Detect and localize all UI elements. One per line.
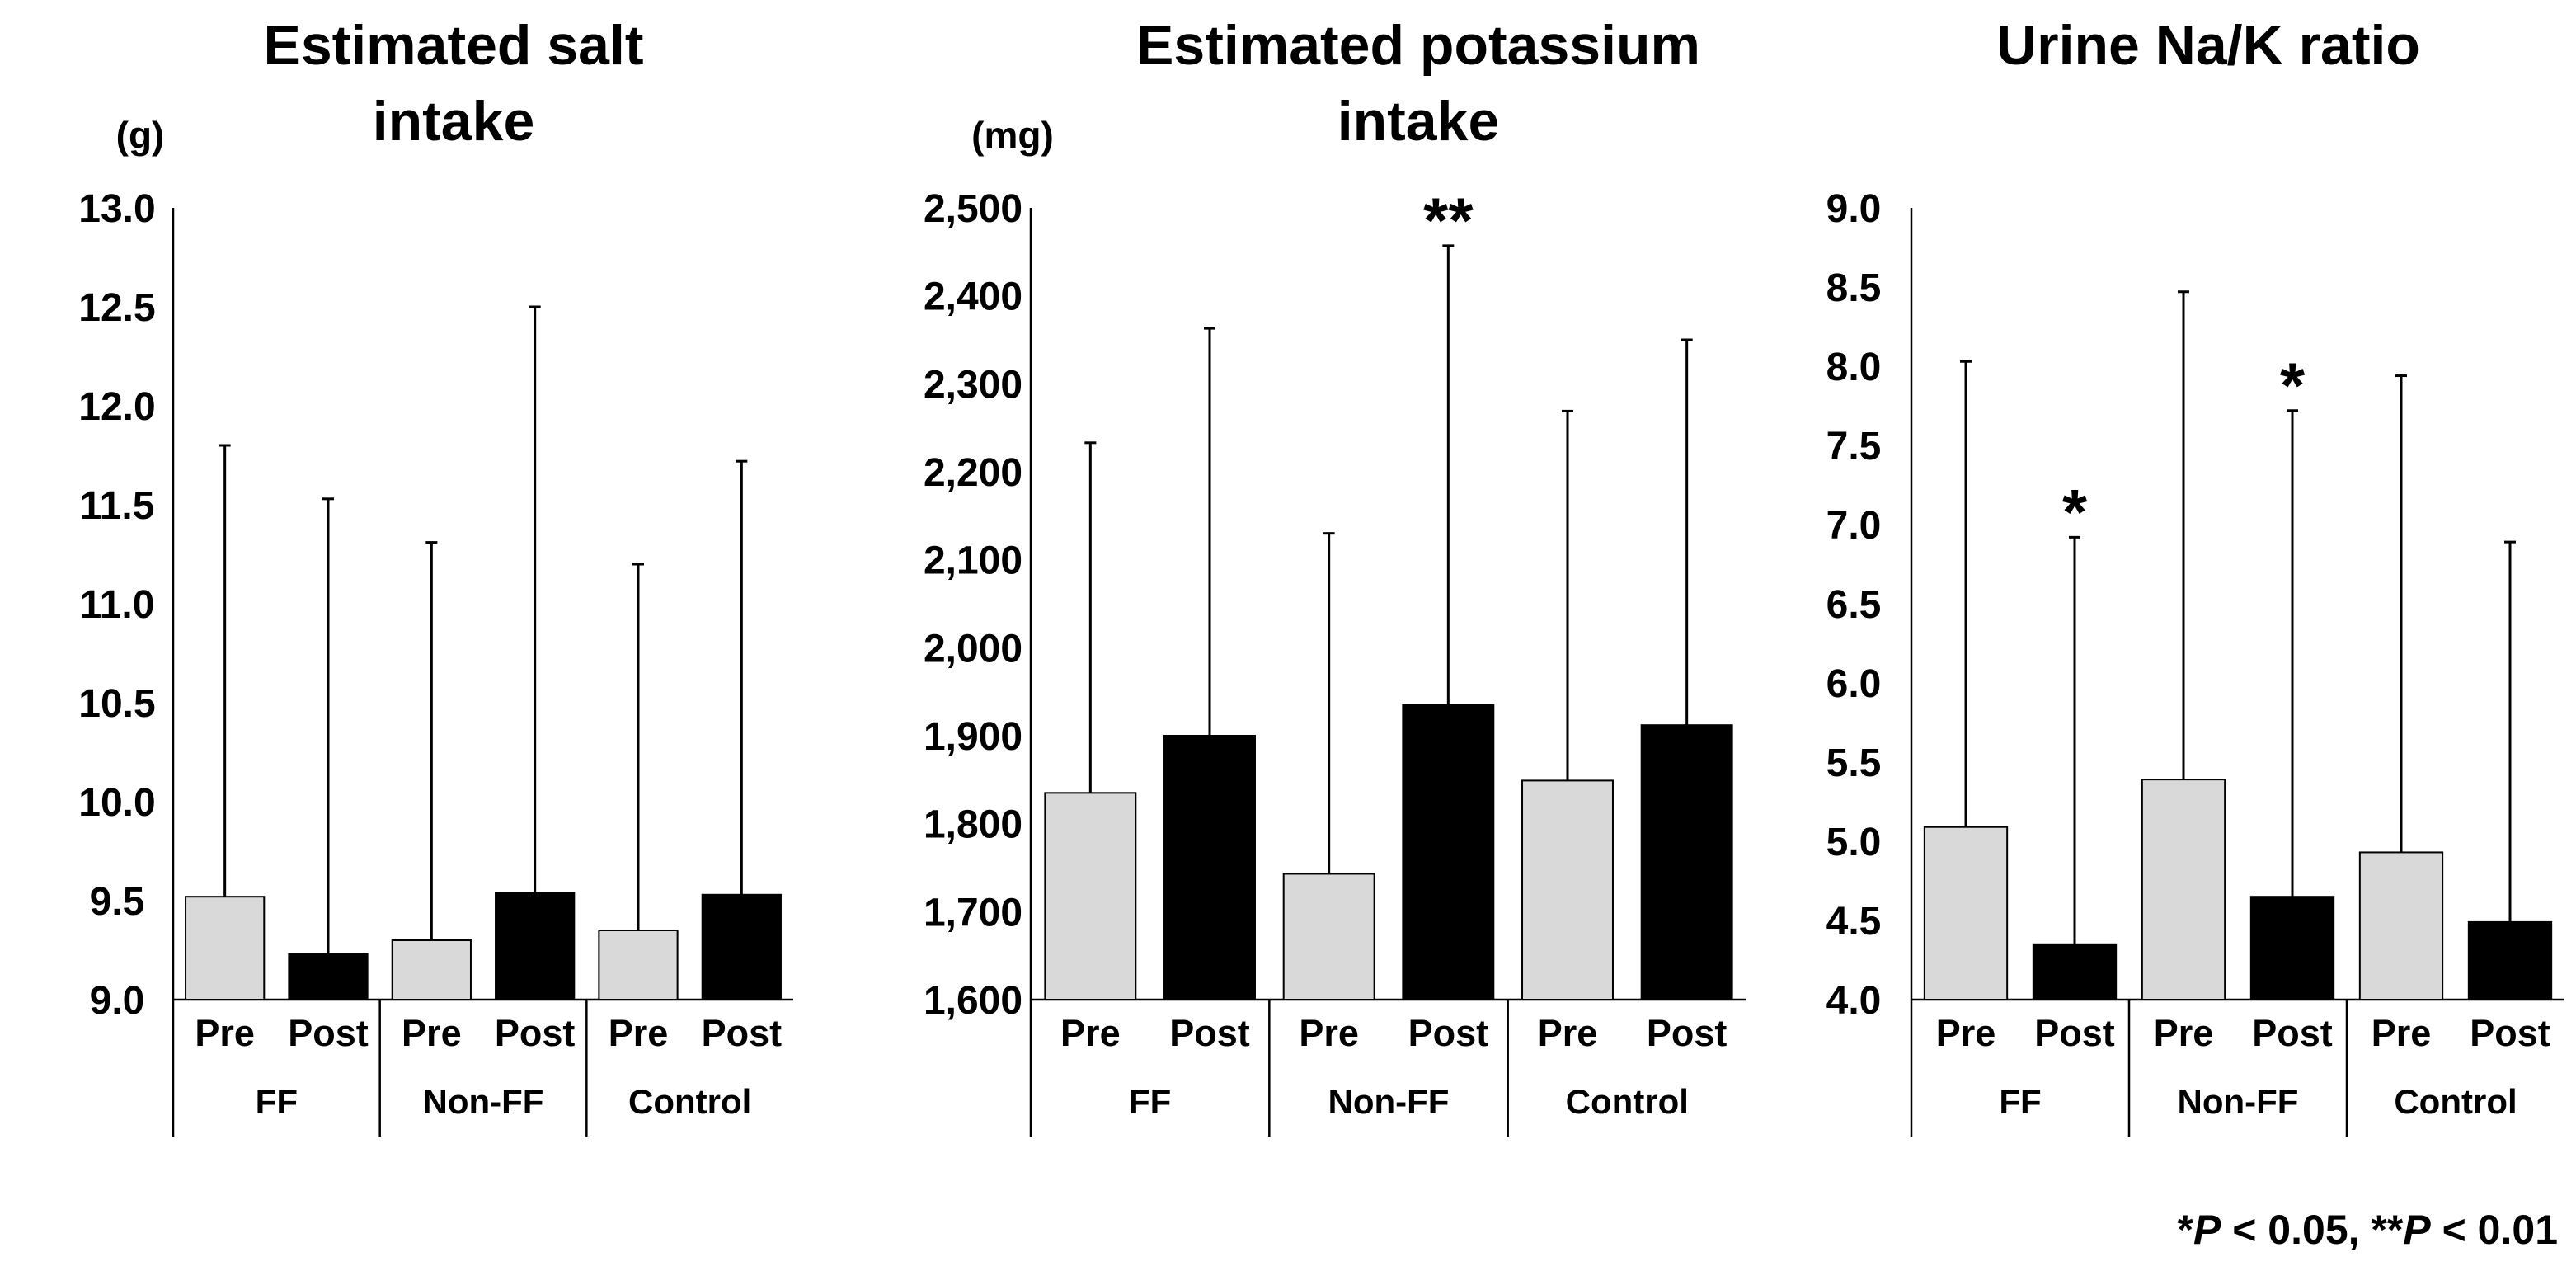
category-label: Pre: [1299, 1012, 1359, 1054]
na-k-ratio-chart: Urine Na/K ratio 4.0 4.5 5.0 5.5 6.0 6.5 7.0 7.5…: [1826, 14, 2564, 1137]
y-tick-label: 7.5: [1826, 425, 1882, 468]
footnote-symbol-double: **: [2371, 1207, 2404, 1253]
y-tick-label: 5.0: [1826, 821, 1882, 864]
category-label: Post: [1408, 1012, 1489, 1054]
bar-ff-post: [1163, 735, 1256, 1000]
footnote-p-double: P: [2403, 1207, 2431, 1253]
y-tick-label: 7.0: [1826, 504, 1882, 548]
y-tick-label: 6.5: [1826, 583, 1882, 627]
y-tick-label: 1,700: [924, 891, 1022, 934]
bar-nonff-post: [495, 892, 576, 1001]
group-label: Non-FF: [1328, 1082, 1450, 1121]
y-tick-label: 10.5: [78, 682, 155, 726]
potassium-intake-chart: Estimated potassium intake (mg) 1,600 1,700 1…: [924, 14, 1746, 1137]
salt-intake-chart: Estimated salt intake (g) 9.0 9.5 10.0 10.5 11.…: [78, 14, 793, 1137]
chart-title-line: Estimated potassium: [1136, 14, 1700, 77]
bar-nonff-post: [2249, 896, 2335, 1000]
group-label: Control: [2394, 1082, 2517, 1121]
category-label: Pre: [1060, 1012, 1121, 1054]
y-tick-label: 12.0: [78, 385, 155, 429]
y-tick-label: 12.5: [78, 286, 155, 330]
category-label: Pre: [609, 1012, 669, 1054]
category-label: Pre: [402, 1012, 462, 1054]
group-label: Non-FF: [2178, 1082, 2299, 1121]
y-tick-label: 6.0: [1826, 662, 1882, 706]
bar-nonff-pre: [1282, 873, 1375, 1001]
bar-nonff-pre: [391, 939, 472, 1000]
footnote-symbol-single: *: [2177, 1207, 2193, 1253]
y-tick-label: 2,500: [924, 187, 1022, 231]
category-label: Post: [2034, 1012, 2115, 1054]
significance-footnote: *P < 0.05, **P < 0.01: [2178, 1206, 2559, 1254]
y-tick-label: 2,400: [924, 275, 1022, 319]
group-label: FF: [1999, 1082, 2041, 1121]
bar-control-pre: [598, 930, 679, 1000]
category-label: Pre: [195, 1012, 255, 1054]
significance-marker: *: [2062, 475, 2088, 548]
group-label: Non-FF: [423, 1082, 544, 1121]
y-tick-label: 9.5: [90, 880, 145, 924]
y-tick-label: 2,100: [924, 539, 1022, 583]
bar-ff-pre: [1044, 792, 1137, 1000]
category-label: Pre: [1936, 1012, 1996, 1054]
category-label: Post: [2252, 1012, 2333, 1054]
y-tick-label: 2,000: [924, 627, 1022, 671]
category-label: Pre: [2154, 1012, 2214, 1054]
chart-title-line: Urine Na/K ratio: [1996, 14, 2420, 77]
y-tick-label: 9.0: [90, 979, 145, 1023]
group-label: FF: [256, 1082, 298, 1121]
chart-title-line: Estimated salt: [263, 14, 643, 77]
bar-ff-pre: [185, 896, 266, 1000]
category-label: Post: [1647, 1012, 1728, 1054]
y-tick-label: 8.5: [1826, 266, 1882, 310]
significance-marker: **: [1423, 184, 1474, 257]
y-axis-unit-label: (mg): [971, 114, 1054, 157]
category-label: Post: [702, 1012, 783, 1054]
category-label: Post: [1169, 1012, 1250, 1054]
y-tick-label: 9.0: [1826, 187, 1882, 231]
footnote-threshold-double: < 0.01: [2430, 1207, 2558, 1253]
footnote-threshold-single: < 0.05,: [2221, 1207, 2372, 1253]
y-tick-label: 4.5: [1826, 900, 1882, 944]
y-tick-label: 2,300: [924, 363, 1022, 407]
bar-nonff-post: [1402, 704, 1495, 1001]
bar-ff-pre: [1923, 826, 2009, 1000]
chart-title-line: intake: [1337, 90, 1500, 153]
y-tick-label: 4.0: [1826, 979, 1882, 1023]
bar-ff-post: [2032, 943, 2118, 1001]
bar-control-post: [2467, 920, 2553, 1001]
category-label: Post: [495, 1012, 576, 1054]
y-axis-unit-label: (g): [116, 114, 165, 157]
bar-ff-post: [288, 953, 369, 1001]
y-tick-label: 8.0: [1826, 346, 1882, 389]
category-label: Pre: [2372, 1012, 2432, 1054]
group-label: FF: [1129, 1082, 1171, 1121]
bar-control-post: [701, 893, 782, 1001]
y-tick-label: 11.0: [80, 583, 155, 627]
y-tick-label: 10.0: [78, 781, 155, 825]
footnote-p-single: P: [2193, 1207, 2221, 1253]
bar-control-pre: [2358, 851, 2444, 1000]
y-tick-label: 13.0: [78, 187, 155, 231]
y-tick-label: 2,200: [924, 451, 1022, 495]
group-label: Control: [628, 1082, 751, 1121]
bar-control-pre: [1521, 779, 1614, 1001]
y-tick-label: 5.5: [1826, 741, 1882, 785]
bar-control-post: [1640, 724, 1733, 1000]
significance-marker: *: [2280, 349, 2306, 421]
y-tick-label: 1,800: [924, 803, 1022, 847]
category-label: Post: [288, 1012, 369, 1054]
group-label: Control: [1566, 1082, 1689, 1121]
y-tick-label: 1,600: [924, 979, 1022, 1023]
y-tick-label: 11.5: [80, 484, 155, 528]
y-tick-label: 1,900: [924, 715, 1022, 759]
category-label: Post: [2470, 1012, 2550, 1054]
category-label: Pre: [1538, 1012, 1598, 1054]
bar-nonff-pre: [2141, 779, 2226, 1000]
chart-title-line: intake: [373, 90, 535, 153]
